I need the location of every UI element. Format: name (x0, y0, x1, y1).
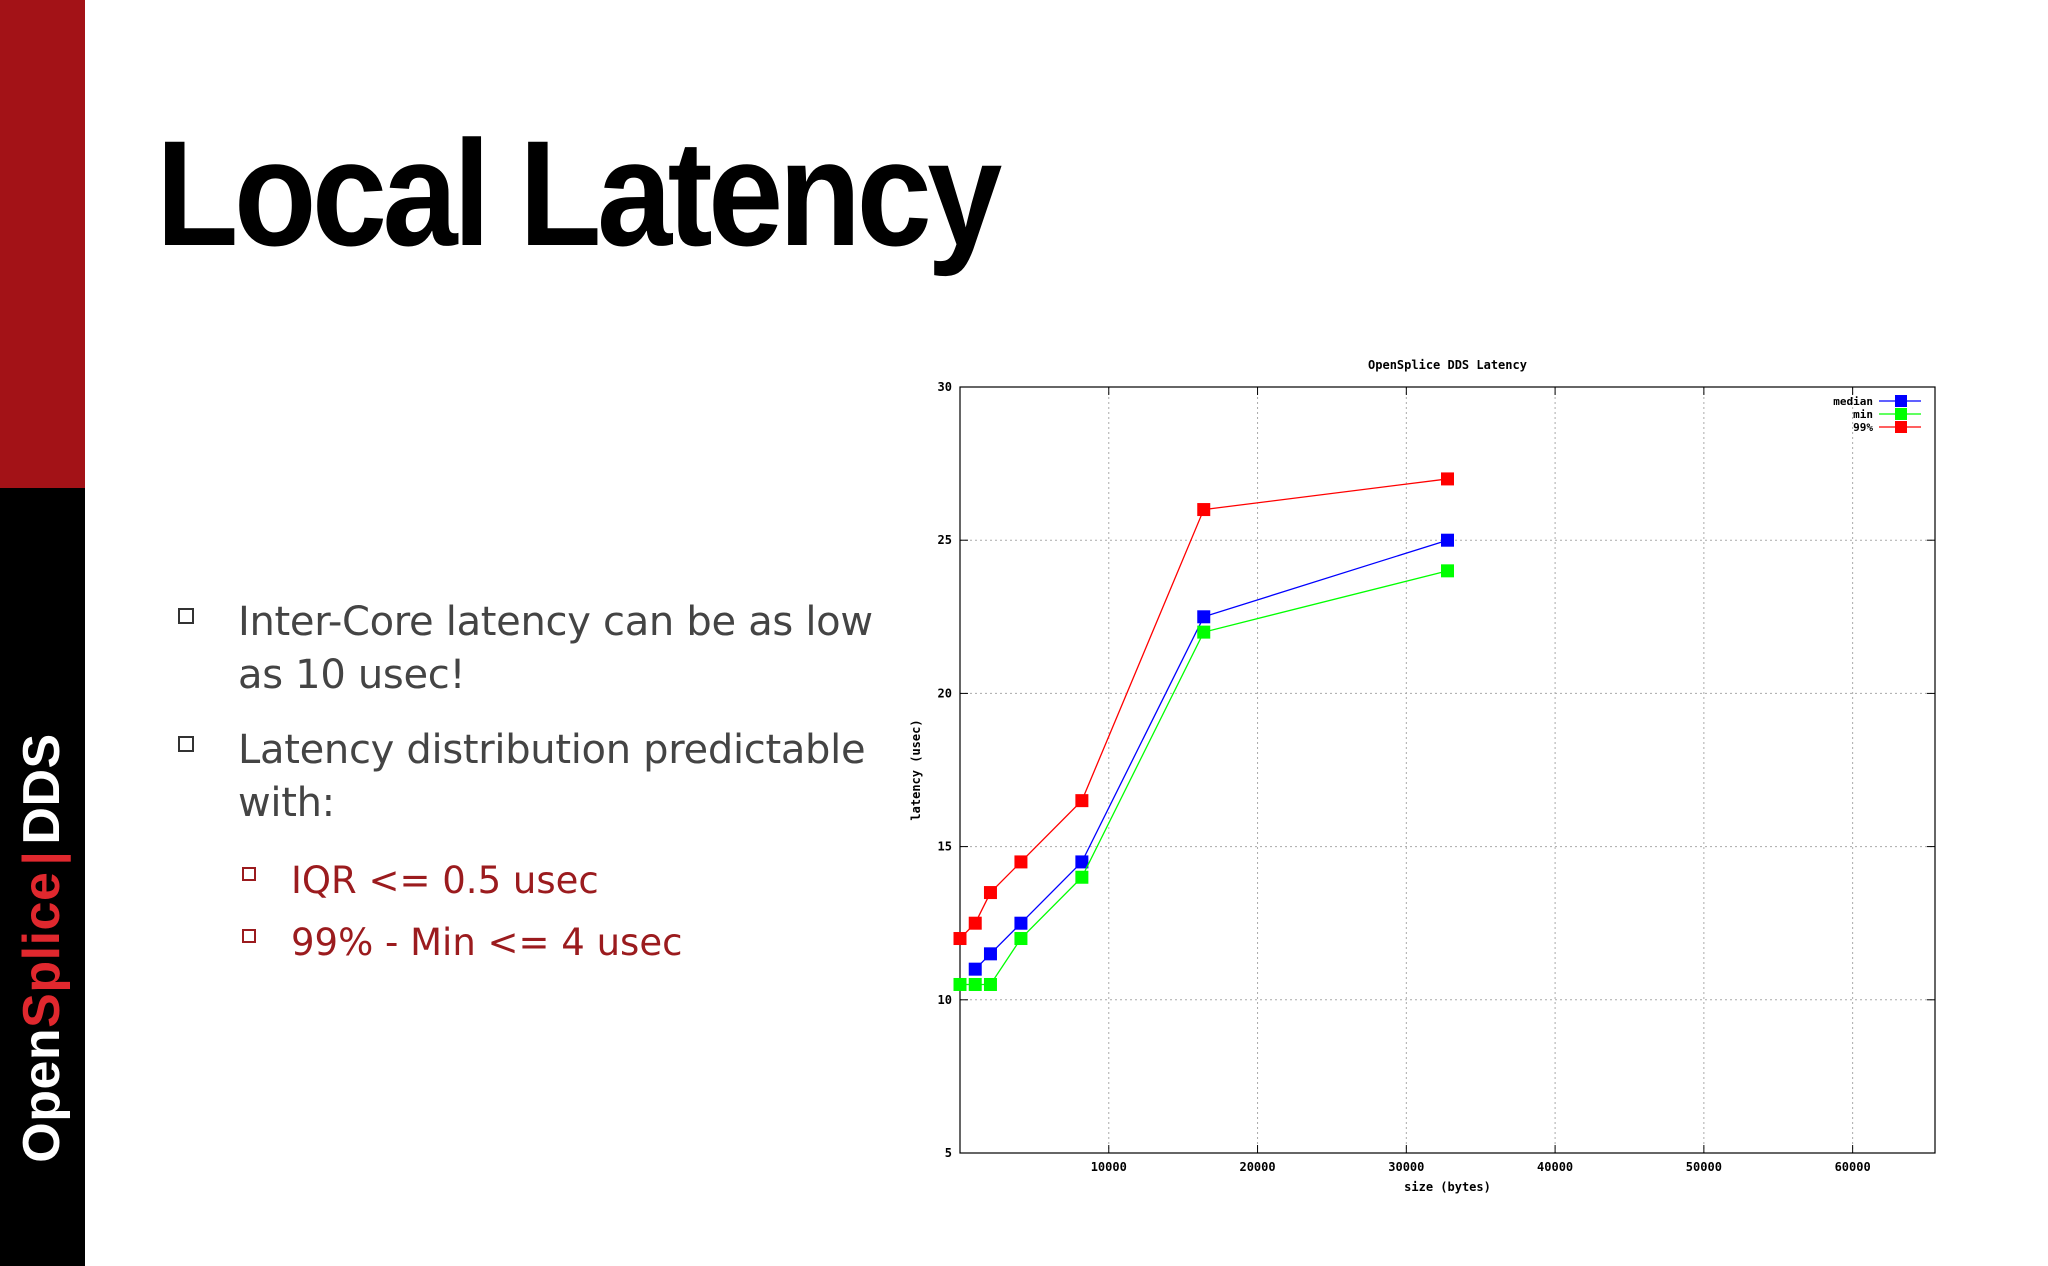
x-tick-label: 10000 (1091, 1160, 1127, 1174)
legend-label: 99% (1853, 421, 1873, 434)
series-line-median (974, 539, 1448, 970)
data-point-99% (953, 932, 967, 946)
y-tick-label: 5 (945, 1146, 952, 1160)
legend-label: median (1833, 395, 1873, 408)
latency-chart: 10000 20000 30000 40000 50000 60000 5 10 15 20 25 3… (909, 358, 1936, 1194)
square-bullet-icon (178, 608, 194, 624)
legend-marker (1895, 421, 1907, 433)
square-bullet-icon (242, 867, 256, 881)
data-point-99% (1075, 794, 1089, 808)
bullet-item: Inter-Core latency can be as low as 10 u… (176, 596, 876, 702)
data-point-99% (1441, 472, 1454, 486)
data-point-median (968, 962, 982, 976)
x-axis-label: size (bytes) (1404, 1180, 1491, 1194)
data-point-min (1075, 870, 1089, 884)
y-tick-label: 20 (938, 686, 952, 700)
data-point-median (1441, 533, 1454, 547)
data-point-99% (1197, 503, 1211, 517)
legend-marker (1895, 408, 1907, 420)
plot-frame (959, 386, 1936, 1154)
chart-title: OpenSplice DDS Latency (1368, 358, 1527, 372)
sub-bullet-text: IQR <= 0.5 usec (291, 859, 599, 902)
slide-title: Local Latency (156, 109, 1002, 277)
data-point-99% (1014, 855, 1028, 869)
sidebar: OpenSplice|DDS (0, 0, 85, 1266)
y-tick-label: 10 (938, 993, 952, 1007)
data-point-min (968, 977, 982, 991)
bullet-item: Latency distribution predictable with: (176, 724, 876, 830)
data-point-median (983, 947, 997, 961)
sidebar-accent (0, 0, 85, 488)
data-point-median (1075, 855, 1089, 869)
square-bullet-icon (178, 736, 194, 752)
data-point-median (1197, 610, 1211, 624)
data-point-99% (983, 886, 997, 900)
x-tick-label: 20000 (1239, 1160, 1275, 1174)
y-tick-label: 15 (938, 840, 952, 854)
x-tick-label: 60000 (1835, 1160, 1871, 1174)
legend-label: min (1853, 408, 1873, 421)
bullet-list: Inter-Core latency can be as low as 10 u… (176, 596, 876, 972)
square-bullet-icon (242, 929, 256, 943)
bullet-text: Latency distribution predictable with: (238, 727, 866, 826)
data-point-median (1014, 916, 1028, 930)
y-axis-label: latency (usec) (909, 719, 923, 820)
y-tick-label: 25 (938, 533, 952, 547)
data-point-min (1197, 625, 1211, 639)
sub-bullet-text: 99% - Min <= 4 usec (291, 921, 683, 964)
sub-bullet-item: 99% - Min <= 4 usec (176, 914, 876, 972)
y-tick-label: 30 (938, 380, 952, 394)
sub-bullet-item: IQR <= 0.5 usec (176, 852, 876, 910)
x-tick-label: 50000 (1686, 1160, 1722, 1174)
data-point-min (1014, 932, 1028, 946)
data-point-min (953, 977, 967, 991)
series-line-99% (959, 478, 1448, 939)
data-point-min (983, 977, 997, 991)
brand-logo: OpenSplice|DDS (13, 733, 71, 1163)
x-tick-label: 40000 (1537, 1160, 1573, 1174)
legend-marker (1895, 395, 1907, 407)
data-point-99% (968, 916, 982, 930)
x-tick-label: 30000 (1388, 1160, 1424, 1174)
bullet-text: Inter-Core latency can be as low as 10 u… (238, 599, 873, 698)
data-point-min (1441, 564, 1454, 578)
